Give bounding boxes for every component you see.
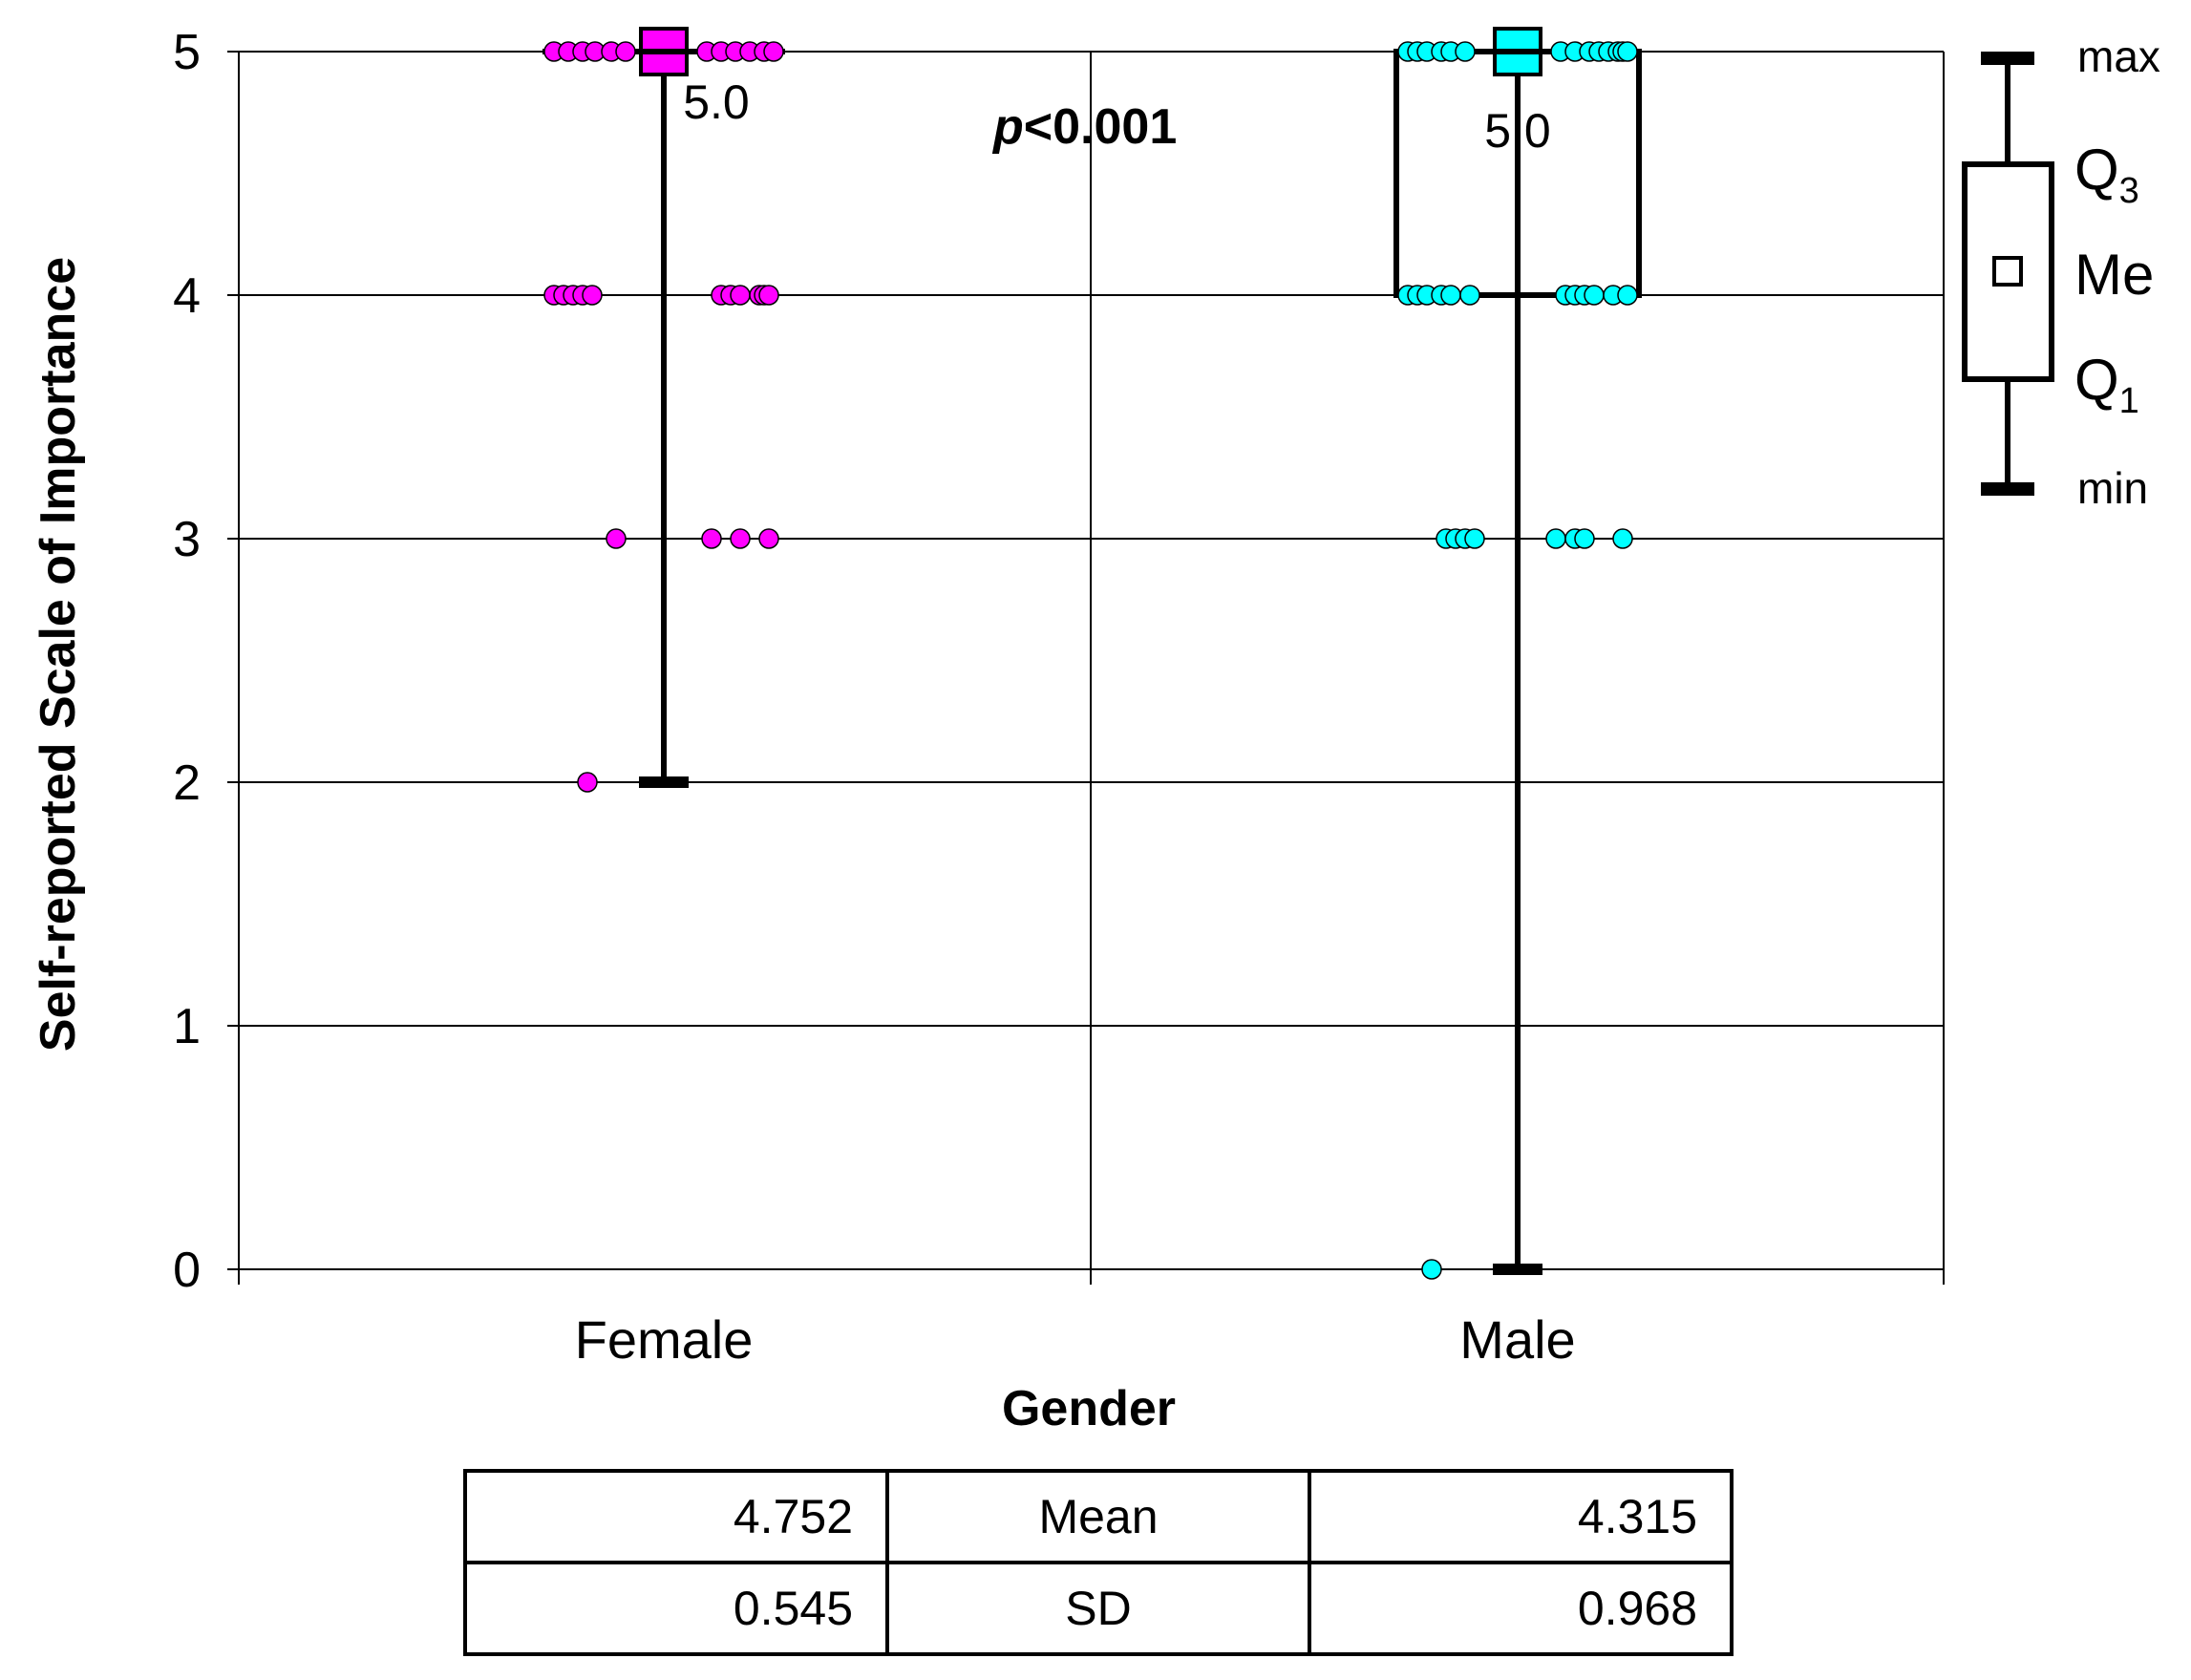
x-tick-label: Male	[1459, 1309, 1575, 1370]
male-mean-cell: 4.315	[1308, 1469, 1734, 1564]
sd-label-cell: SD	[885, 1561, 1311, 1656]
legend-q1-sub: 1	[2119, 381, 2139, 421]
median-value-label: 5.0	[683, 75, 750, 129]
legend-median-marker	[1992, 256, 2023, 287]
median-value-label: 5.0	[1484, 104, 1551, 158]
data-point	[1459, 285, 1480, 306]
p-value-annotation: p<0.001	[991, 99, 1177, 155]
p-value-symbol: p	[991, 99, 1024, 155]
table-row: 0.545 SD 0.968	[463, 1561, 1734, 1656]
data-point	[1440, 285, 1461, 306]
data-point	[1617, 285, 1638, 306]
male-sd-cell: 0.968	[1308, 1561, 1734, 1656]
legend-max-label: max	[2077, 32, 2160, 81]
data-point	[730, 528, 751, 549]
table-row: 4.752 Mean 4.315	[463, 1469, 1734, 1564]
y-tick-label: 4	[173, 268, 201, 324]
data-point	[730, 285, 751, 306]
y-tick-label: 0	[173, 1243, 201, 1298]
data-point	[577, 772, 598, 793]
female-sd-cell: 0.545	[463, 1561, 889, 1656]
y-tick-label: 1	[173, 999, 201, 1054]
y-tick-label: 5	[173, 25, 201, 80]
legend: max Q3 Me Q1 min	[1962, 32, 2160, 513]
legend-q3-label: Q3	[2074, 138, 2139, 211]
data-point	[1612, 528, 1633, 549]
data-point	[1464, 528, 1485, 549]
legend-min-label: min	[2077, 463, 2148, 513]
legend-q1-label: Q1	[2074, 348, 2139, 421]
data-point	[758, 285, 779, 306]
y-tick-label: 2	[173, 755, 201, 811]
female-mean-cell: 4.752	[463, 1469, 889, 1564]
legend-q3-main: Q	[2074, 138, 2119, 202]
legend-q3-sub: 3	[2119, 171, 2139, 211]
y-axis-title: Self-reported Scale of Importance	[31, 257, 86, 1052]
data-point	[1584, 285, 1605, 306]
y-tick-label: 3	[173, 512, 201, 567]
data-point	[1617, 41, 1638, 62]
axes: 0 1 2 3 4 5 Female Male	[173, 25, 1576, 1370]
x-tick-label: Female	[575, 1309, 754, 1370]
p-value-threshold: <0.001	[1024, 99, 1178, 155]
data-point	[1574, 528, 1595, 549]
chart-labels: Self-reported Scale of Importance Gender…	[31, 99, 1177, 1436]
data-point	[615, 41, 636, 62]
data-points	[543, 41, 1638, 1280]
data-point	[758, 528, 779, 549]
x-axis-title: Gender	[1002, 1381, 1176, 1436]
legend-median-label: Me	[2074, 243, 2154, 307]
mean-label-cell: Mean	[885, 1469, 1311, 1564]
data-point	[763, 41, 784, 62]
data-point	[606, 528, 627, 549]
data-point	[1545, 528, 1566, 549]
stats-table: 4.752 Mean 4.315 0.545 SD 0.968	[463, 1469, 1734, 1656]
grid-lines	[227, 51, 1945, 1285]
data-point	[701, 528, 722, 549]
data-point	[1421, 1259, 1442, 1280]
legend-q1-main: Q	[2074, 348, 2119, 412]
data-point	[1455, 41, 1476, 62]
data-point	[582, 285, 603, 306]
